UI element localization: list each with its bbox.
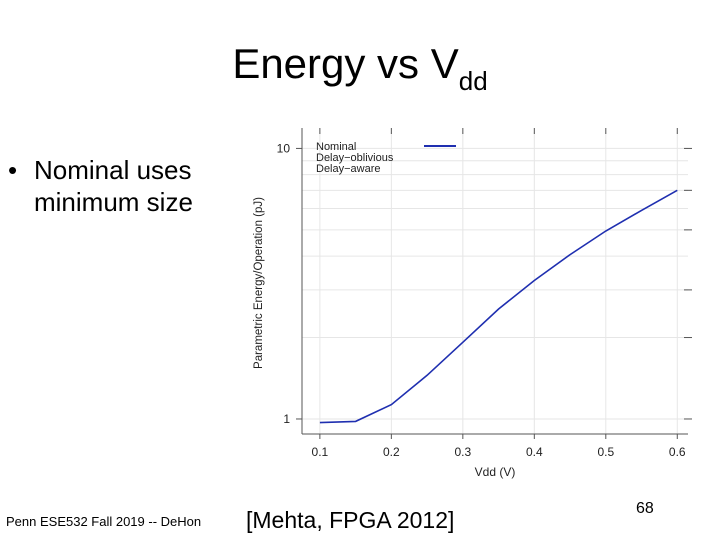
x-tick-label: 0.1 xyxy=(312,445,329,459)
legend-entry: Delay−aware xyxy=(316,163,381,175)
citation: [Mehta, FPGA 2012] xyxy=(246,507,455,533)
x-tick-label: 0.4 xyxy=(526,445,543,459)
footer-course: Penn ESE532 Fall 2019 -- DeHon xyxy=(6,514,202,529)
title-subscript: dd xyxy=(458,66,488,96)
y-tick-label: 1 xyxy=(283,412,290,426)
energy-vs-vdd-chart: 0.1 0.2 0.3 0.4 0.5 0.6 1 10 Vdd (V) Parametric E… xyxy=(253,128,692,479)
y-axis-label: Parametric Energy/Operation (pJ) xyxy=(253,197,265,369)
series-line-nominal xyxy=(319,189,678,424)
legend-entry: Delay−oblivious xyxy=(316,152,394,164)
y-tick-label: 10 xyxy=(277,141,291,155)
bullet-symbol: • xyxy=(8,155,18,185)
x-tick-label: 0.2 xyxy=(383,445,400,459)
title-main: Energy vs V xyxy=(232,40,459,87)
x-tick-label: 0.3 xyxy=(454,445,471,459)
slide-title: Energy vs Vdd xyxy=(0,36,720,109)
bullet-text: Nominal uses minimum size xyxy=(34,155,193,217)
x-axis-label: Vdd (V) xyxy=(475,465,516,479)
x-tick-label: 0.6 xyxy=(669,445,686,459)
x-tick-label: 0.5 xyxy=(597,445,614,459)
page-number: 68 xyxy=(636,500,654,517)
legend-entry: Nominal xyxy=(316,141,356,153)
